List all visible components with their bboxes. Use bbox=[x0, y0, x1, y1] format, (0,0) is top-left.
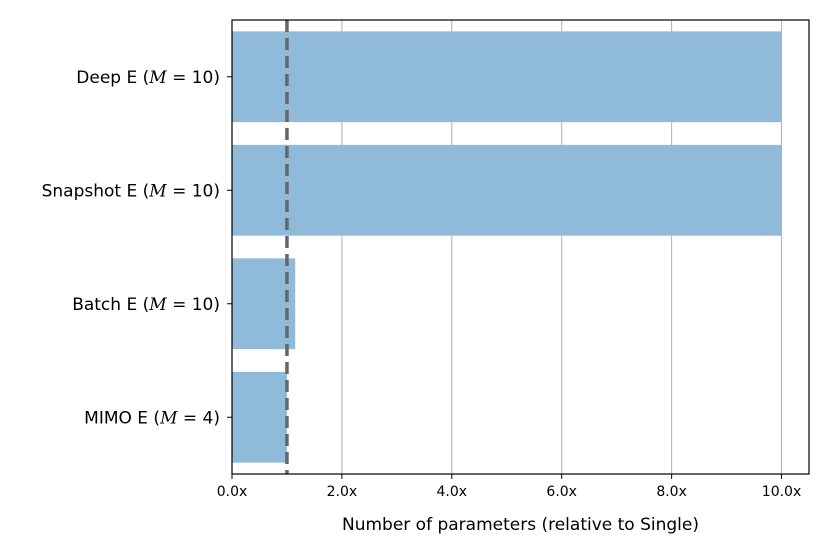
category-label: Snapshot E (M = 10) bbox=[42, 181, 220, 201]
bar bbox=[232, 144, 782, 236]
x-tick-label: 2.0x bbox=[327, 484, 358, 500]
x-axis-title: Number of parameters (relative to Single… bbox=[342, 515, 699, 535]
plot-frame bbox=[231, 19, 810, 475]
x-tick-label: 6.0x bbox=[546, 484, 577, 500]
category-label: MIMO E (M = 4) bbox=[84, 408, 220, 428]
bar bbox=[232, 258, 296, 350]
category-label: Deep E (M = 10) bbox=[76, 68, 220, 88]
x-tick-label: 4.0x bbox=[437, 484, 468, 500]
x-tick-layer: 0.0x 2.0x 4.0x 6.0x 8.0x 10.0x bbox=[217, 474, 801, 500]
x-tick-label: 8.0x bbox=[656, 484, 687, 500]
bar bbox=[232, 31, 782, 123]
x-tick-label: 10.0x bbox=[762, 484, 801, 500]
y-tick-layer: Deep E (M = 10) Snapshot E (M = 10) Batch … bbox=[42, 68, 232, 428]
bar bbox=[232, 371, 287, 463]
x-tick-label: 0.0x bbox=[217, 484, 248, 500]
bar-layer bbox=[232, 31, 782, 463]
category-label: Batch E (M = 10) bbox=[72, 295, 220, 315]
